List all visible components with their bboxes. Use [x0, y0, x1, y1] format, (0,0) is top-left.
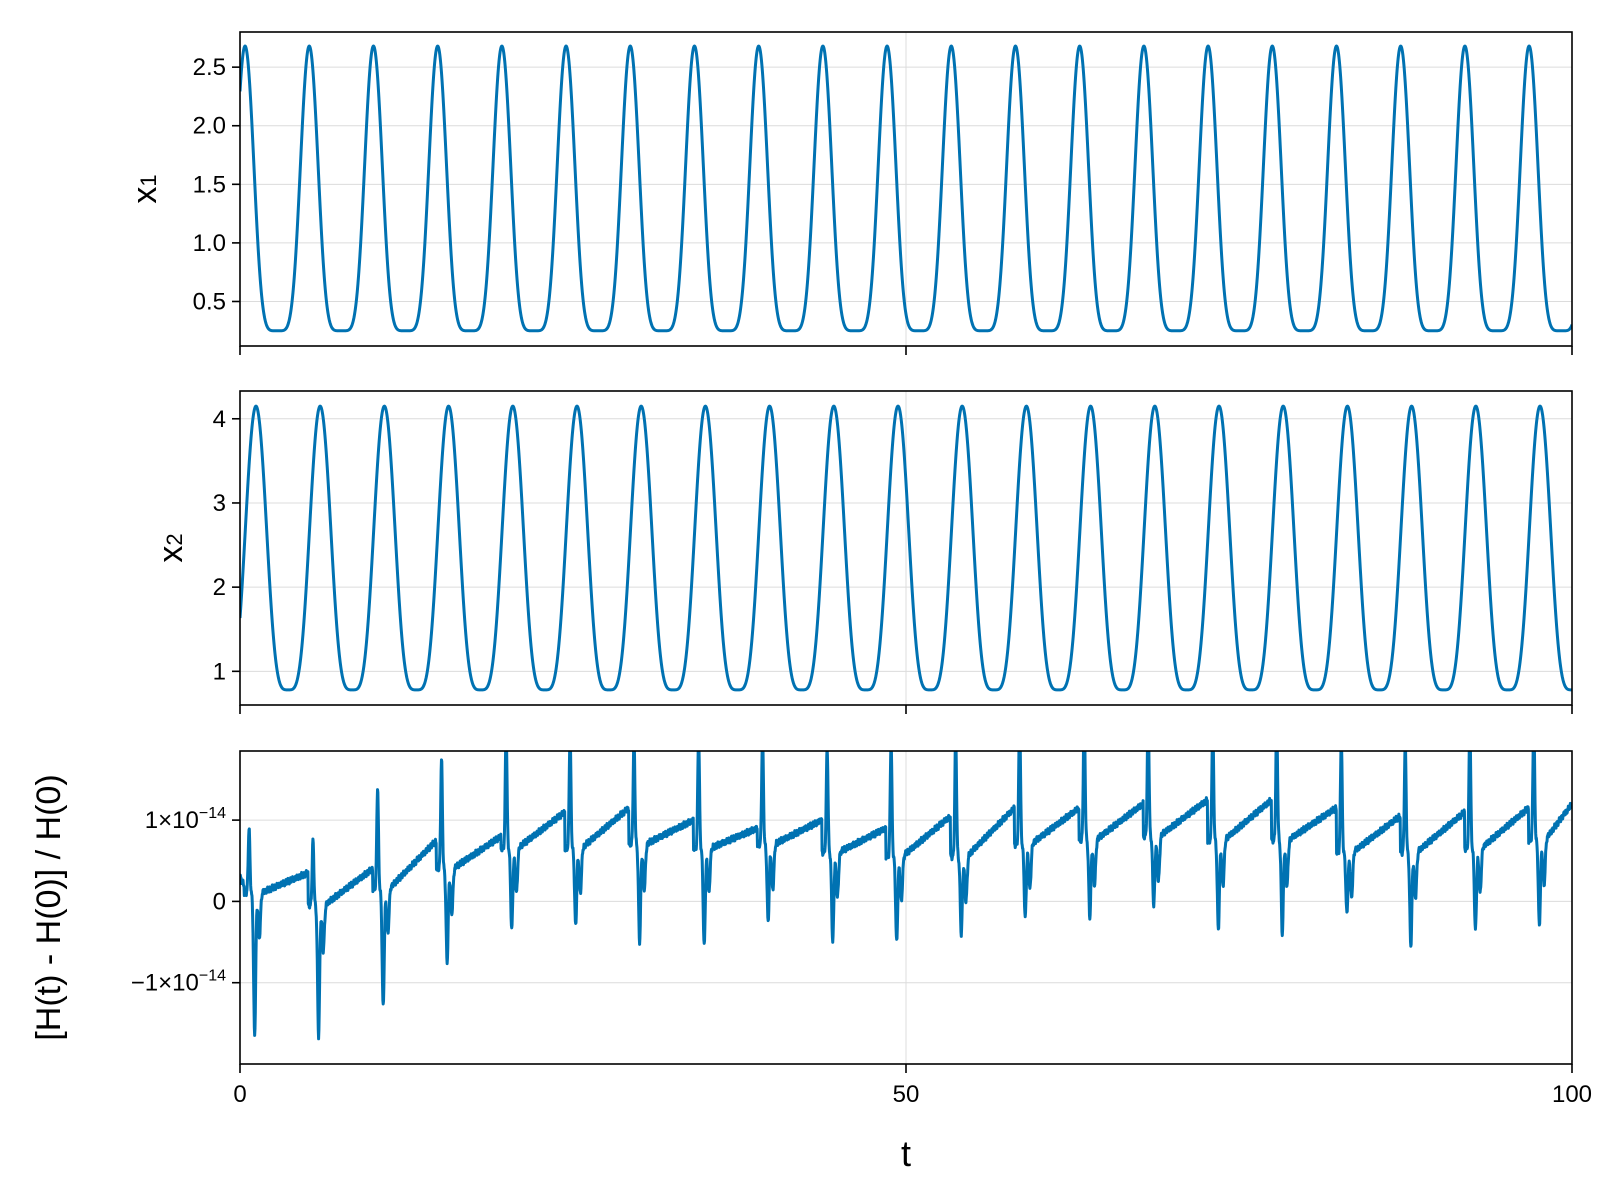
- series-line: [240, 751, 1572, 1041]
- y-tick-label: 4: [213, 406, 226, 433]
- y-tick-label: 1.0: [193, 230, 226, 257]
- y-tick-label: 1: [213, 658, 226, 685]
- y-tick-label: 2.0: [193, 113, 226, 140]
- x-axis-label: t: [901, 1133, 911, 1174]
- series-line: [240, 404, 1572, 692]
- panel-x2: 1 2 3 4 x2: [152, 390, 1573, 714]
- series-line: [240, 44, 1572, 333]
- y-tick-label: −1×10−14: [131, 968, 226, 997]
- y-tick-label: 1.5: [193, 171, 226, 198]
- y-tick-label: 0.5: [193, 288, 226, 315]
- plot-frame: [239, 750, 1573, 1065]
- y-axis-label: x2: [152, 533, 190, 562]
- y-tick-label: 0: [213, 888, 226, 915]
- y-axis-label: x1: [126, 174, 164, 203]
- x-tick-label: 50: [893, 1081, 920, 1108]
- y-axis-label: [H(t) - H(0)] / H(0): [30, 774, 68, 1040]
- plot-frame: [239, 390, 1573, 706]
- y-tick-label: 2: [213, 574, 226, 601]
- panel-energy: −1×10−14 0 1×10−14 0 50 100 [H(t) - H(0)] / H(…: [30, 750, 1592, 1174]
- x-tick-label: 100: [1552, 1081, 1592, 1108]
- plot-frame: [239, 31, 1573, 347]
- y-tick-label: 2.5: [193, 54, 226, 81]
- y-tick-label: 3: [213, 490, 226, 517]
- y-tick-label: 1×10−14: [145, 805, 226, 834]
- panel-x1: 0.5 1.0 1.5 2.0 2.5 x1: [126, 31, 1573, 355]
- x-tick-label: 0: [233, 1081, 246, 1108]
